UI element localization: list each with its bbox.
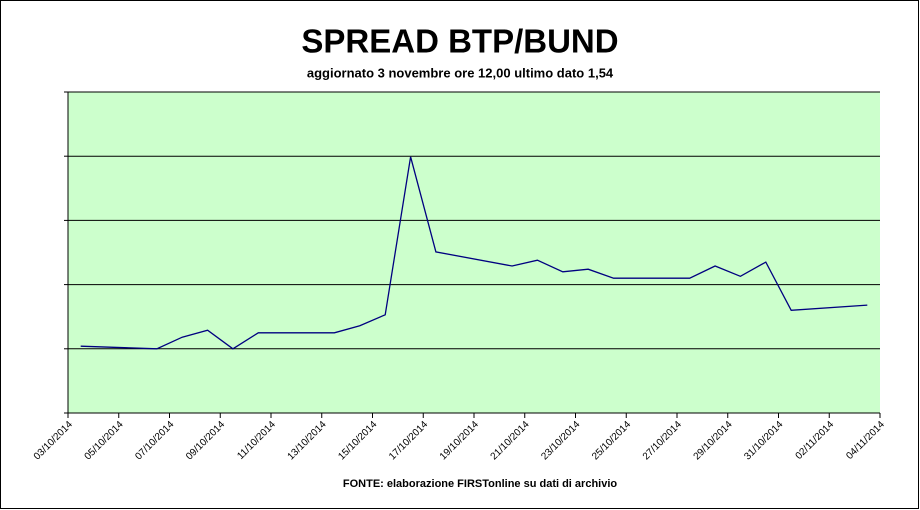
plot-area: [68, 92, 880, 413]
data-line: [80, 156, 868, 350]
chart-title: SPREAD BTP/BUND: [301, 23, 618, 60]
chart-subtitle: aggiornato 3 novembre ore 12,00 ultimo d…: [307, 65, 614, 80]
source-note: FONTE: elaborazione FIRSTonline su dati …: [343, 478, 617, 490]
